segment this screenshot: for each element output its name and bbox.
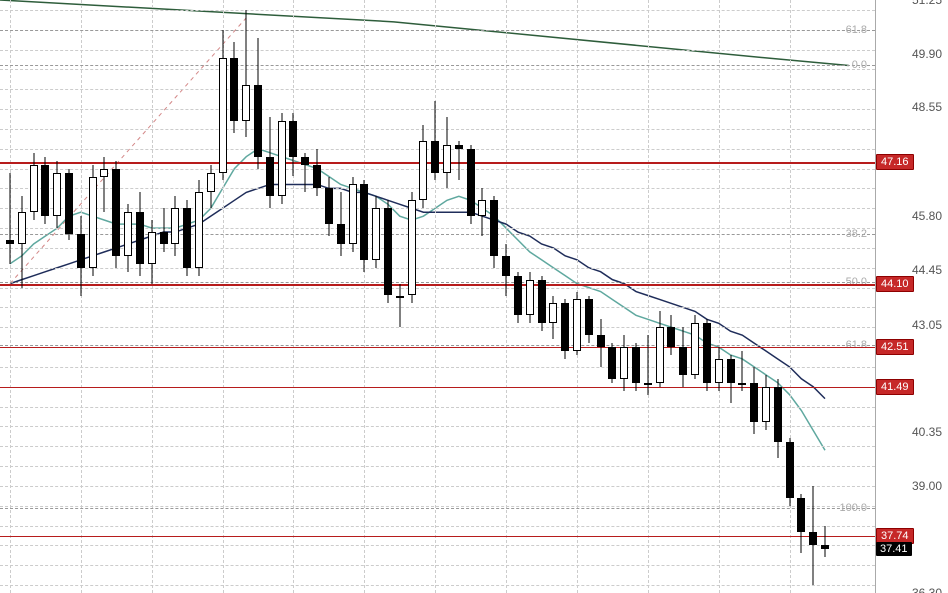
candle[interactable] [124,0,132,593]
y-tick-label: 49.90 [912,47,942,61]
fib-label: 100.0 [839,502,867,514]
price-marker: 44.10 [876,276,914,292]
candle[interactable] [502,0,510,593]
candle[interactable] [77,0,85,593]
candle[interactable] [419,0,427,593]
candle[interactable] [195,0,203,593]
candle[interactable] [526,0,534,593]
plot-area[interactable]: 61.8 0.0 38.2 50.0 61.8 100.0 [0,0,876,593]
y-axis: 47.1644.1042.5141.4937.7437.4151.2549.90… [876,0,948,593]
candle[interactable] [620,0,628,593]
candle[interactable] [148,0,156,593]
y-tick-label: 44.45 [912,263,942,277]
candle[interactable] [254,0,262,593]
candle[interactable] [608,0,616,593]
candle[interactable] [337,0,345,593]
candle[interactable] [644,0,652,593]
candle[interactable] [679,0,687,593]
candle[interactable] [656,0,664,593]
candle[interactable] [65,0,73,593]
candle[interactable] [41,0,49,593]
candle[interactable] [549,0,557,593]
candle[interactable] [160,0,168,593]
candle[interactable] [431,0,439,593]
candle[interactable] [230,0,238,593]
candle[interactable] [455,0,463,593]
candle[interactable] [207,0,215,593]
candle[interactable] [266,0,274,593]
y-tick-label: 39.00 [912,479,942,493]
candle[interactable] [349,0,357,593]
candle[interactable] [667,0,675,593]
candle[interactable] [372,0,380,593]
fib-label: 61.8 [846,339,867,351]
candle[interactable] [278,0,286,593]
candle[interactable] [112,0,120,593]
candle[interactable] [242,0,250,593]
candlestick-chart: 61.8 0.0 38.2 50.0 61.8 100.0 47.16 44.10 42.51… [0,0,948,593]
candle[interactable] [301,0,309,593]
candle[interactable] [573,0,581,593]
price-marker: 47.16 [876,154,914,170]
candle[interactable] [443,0,451,593]
candle[interactable] [750,0,758,593]
candle[interactable] [703,0,711,593]
fib-label: 0.0 [852,59,867,71]
candle[interactable] [797,0,805,593]
candle[interactable] [18,0,26,593]
price-marker: 37.41 [876,542,912,556]
fib-label: 50.0 [846,276,867,288]
candle[interactable] [325,0,333,593]
candle[interactable] [53,0,61,593]
candle[interactable] [597,0,605,593]
candle[interactable] [360,0,368,593]
candle[interactable] [219,0,227,593]
candle[interactable] [6,0,14,593]
price-marker: 41.49 [876,379,914,395]
price-marker: 42.51 [876,339,914,355]
y-tick-label: 36.30 [912,586,942,593]
candle[interactable] [738,0,746,593]
candle[interactable] [396,0,404,593]
candle[interactable] [136,0,144,593]
candle[interactable] [774,0,782,593]
candle[interactable] [821,0,829,593]
candle[interactable] [289,0,297,593]
y-tick-label: 43.05 [912,318,942,332]
y-tick-label: 51.25 [912,0,942,7]
candle[interactable] [762,0,770,593]
candle[interactable] [786,0,794,593]
fib-label: 38.2 [846,228,867,240]
candle[interactable] [171,0,179,593]
candle[interactable] [514,0,522,593]
candle[interactable] [408,0,416,593]
candle[interactable] [384,0,392,593]
candle[interactable] [313,0,321,593]
candle[interactable] [100,0,108,593]
candle[interactable] [632,0,640,593]
fib-label: 61.8 [846,24,867,36]
candle[interactable] [89,0,97,593]
candle[interactable] [538,0,546,593]
candle[interactable] [490,0,498,593]
candle[interactable] [561,0,569,593]
candle[interactable] [30,0,38,593]
candle[interactable] [467,0,475,593]
candle[interactable] [809,0,817,593]
candle[interactable] [727,0,735,593]
candle[interactable] [478,0,486,593]
candle[interactable] [183,0,191,593]
candle[interactable] [585,0,593,593]
candle[interactable] [715,0,723,593]
y-tick-label: 48.55 [912,100,942,114]
candle[interactable] [691,0,699,593]
y-tick-label: 45.80 [912,209,942,223]
y-tick-label: 40.35 [912,425,942,439]
